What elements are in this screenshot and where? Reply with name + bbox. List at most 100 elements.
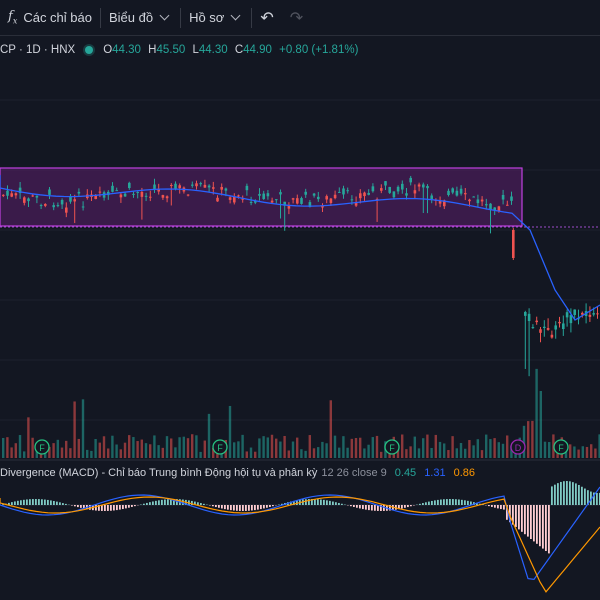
volume-bar — [535, 368, 538, 458]
candle-body — [132, 193, 135, 195]
top-toolbar: fx Các chỉ báo Biểu đồ Hồ sơ ↶ ↷ — [0, 0, 600, 36]
market-status-dot[interactable] — [85, 46, 94, 54]
close-value: 44.90 — [243, 44, 272, 56]
volume-bar — [350, 438, 353, 458]
macd-histogram-bar — [257, 505, 259, 510]
volume-bar — [237, 441, 240, 458]
macd-histogram-bar — [365, 505, 367, 510]
macd-histogram-bar — [545, 505, 547, 551]
volume-bar — [270, 434, 274, 458]
candle-body — [550, 334, 554, 338]
candle-body — [506, 204, 509, 206]
macd-histogram-bar — [494, 505, 496, 508]
flag-marker-badge — [553, 439, 569, 455]
macd-histogram-bar — [44, 499, 46, 505]
candle-body — [472, 196, 475, 198]
profile-label: Hồ sơ — [189, 10, 225, 25]
undo-button[interactable]: ↶ — [252, 0, 281, 36]
volume-bar — [241, 434, 244, 458]
indicators-button[interactable]: fx Các chỉ báo — [0, 0, 100, 36]
volume-bar — [426, 434, 429, 458]
macd-histogram-bar — [227, 505, 229, 510]
macd-histogram-bar — [542, 505, 544, 549]
volume-bar — [476, 439, 479, 458]
volume-bar — [266, 437, 269, 458]
candle-body — [546, 328, 550, 330]
macd-pane — [0, 481, 600, 593]
macd-histogram-bar — [458, 499, 460, 505]
volume-bar — [363, 448, 366, 458]
volume-bar — [186, 438, 190, 458]
volume-bar — [459, 443, 463, 458]
volume-bar — [144, 443, 148, 458]
candle-body — [501, 194, 505, 200]
candle-body — [577, 318, 580, 320]
volume-bar — [94, 438, 97, 458]
volume-bar — [447, 450, 450, 458]
candle-body — [245, 185, 249, 191]
volume-bar — [174, 447, 177, 458]
macd-histogram-bar — [176, 499, 178, 505]
candle-body — [65, 207, 68, 213]
macd-histogram-bar — [536, 505, 538, 544]
volume-bar — [396, 445, 400, 458]
volume-bar — [170, 438, 173, 458]
candle-body — [94, 195, 97, 200]
macd-title[interactable]: Divergence (MACD) - Chỉ báo Trung bình Đ… — [0, 467, 318, 479]
candle-body — [354, 202, 358, 206]
candle-body — [212, 187, 215, 189]
macd-histogram-bar — [215, 505, 217, 508]
macd-histogram-bar — [101, 505, 103, 511]
volume-bar — [455, 448, 458, 458]
candle-body — [430, 195, 433, 199]
candle-body — [165, 196, 169, 199]
candle-body — [317, 196, 320, 200]
volume-bar — [216, 451, 219, 458]
candle-body — [338, 191, 341, 193]
candle-body — [308, 202, 312, 208]
macd-histogram-bar — [32, 499, 34, 505]
candle-body — [220, 186, 223, 190]
candle-body — [6, 190, 9, 196]
macd-histogram-bar — [38, 499, 40, 505]
volume-bar — [123, 442, 127, 458]
macd-histogram-bar — [95, 505, 97, 511]
macd-histogram-bar — [563, 481, 565, 505]
macd-histogram-bar — [515, 505, 517, 527]
macd-histogram-bar — [212, 505, 214, 507]
macd-histogram-bar — [380, 505, 382, 511]
profile-button[interactable]: Hồ sơ — [181, 0, 251, 36]
volume-bar — [86, 449, 89, 458]
open-label: O — [103, 44, 113, 56]
volume-bar — [531, 420, 534, 458]
macd-histogram-bar — [290, 501, 292, 505]
candle-body — [56, 205, 60, 207]
volume-bar — [342, 436, 345, 458]
chart-type-button[interactable]: Biểu đồ — [101, 0, 180, 36]
high-value: 45.50 — [156, 44, 186, 56]
macd-histogram-bar — [89, 505, 91, 510]
candle-body — [392, 191, 396, 198]
macd-histogram-bar — [8, 502, 10, 505]
candle-body — [10, 193, 13, 197]
macd-histogram-bar — [326, 500, 328, 505]
price-pane — [0, 99, 600, 421]
macd-histogram-bar — [305, 499, 307, 505]
macd-histogram-bar — [353, 505, 355, 507]
candle-body — [153, 184, 156, 190]
macd-histogram-bar — [506, 505, 508, 520]
candle-body — [174, 183, 177, 190]
redo-button[interactable]: ↷ — [282, 0, 311, 36]
change-value: +0.80 (+1.81%) — [279, 44, 359, 56]
macd-histogram-bar — [437, 499, 439, 505]
macd-histogram-bar — [182, 499, 184, 505]
open-value: 44.30 — [112, 44, 141, 56]
symbol-title[interactable]: CP · 1D · HNX — [0, 44, 76, 56]
volume-bar — [308, 435, 311, 458]
macd-histogram-bar — [401, 505, 403, 509]
volume-bar — [279, 441, 282, 458]
macd-histogram-bar — [107, 505, 109, 511]
candle-body — [224, 188, 228, 191]
macd-histogram-bar — [116, 505, 118, 511]
